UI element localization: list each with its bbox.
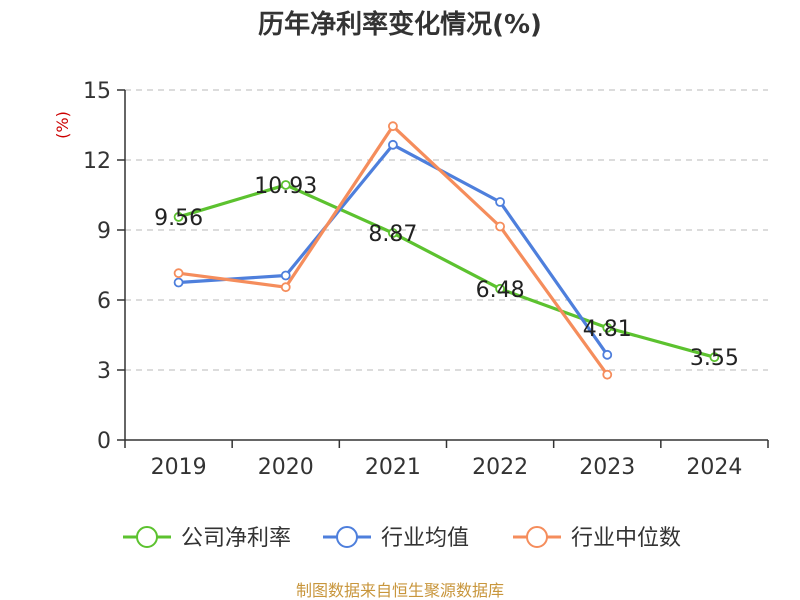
series-line-0 (178, 183, 715, 359)
legend-label: 公司净利率 (181, 526, 291, 551)
data-label: 8.87 (368, 222, 417, 247)
axes: 0 3 6 9 12 15 2019 2020 2021 2022 2023 2024 (83, 79, 769, 480)
series-line-2 (178, 124, 609, 376)
legend-item-0[interactable]: 公司净利率 (123, 526, 291, 551)
data-label: 6.48 (476, 278, 525, 303)
data-point (173, 268, 184, 279)
legend-marker (136, 526, 158, 548)
data-label: 3.55 (690, 346, 739, 371)
data-point (388, 139, 398, 150)
legend-label: 行业均值 (381, 526, 469, 551)
data-label: 10.93 (254, 174, 317, 199)
x-tick-label: 2020 (258, 455, 314, 480)
series-line-1 (178, 143, 609, 356)
x-tick-label: 2021 (365, 455, 421, 480)
y-tick-label: 9 (97, 219, 111, 244)
legend-label: 行业中位数 (571, 526, 681, 551)
data-point (173, 212, 184, 222)
data-point (709, 352, 720, 363)
legend-marker (336, 526, 358, 548)
x-tick-label: 2019 (151, 455, 207, 480)
y-tick-label: 6 (97, 289, 111, 314)
legend: 公司净利率 行业均值 行业中位数 (123, 526, 681, 551)
data-point (173, 277, 184, 288)
data-labels: 9.56 10.93 8.87 6.48 4.81 3.55 (154, 174, 739, 371)
data-point (495, 197, 505, 207)
data-point (388, 228, 398, 238)
x-tick-label: 2022 (472, 455, 528, 480)
gridlines (125, 89, 768, 371)
data-point (280, 180, 291, 190)
data-point (280, 270, 291, 281)
data-point (602, 349, 613, 360)
legend-item-1[interactable]: 行业均值 (323, 526, 469, 551)
chart-title: 历年净利率变化情况(%) (258, 9, 542, 40)
x-tick-label: 2024 (686, 455, 742, 480)
y-tick-label: 15 (83, 79, 111, 104)
y-tick-label: 0 (97, 429, 111, 454)
x-tick-label: 2023 (579, 455, 635, 480)
data-point (602, 322, 613, 333)
data-point (280, 282, 291, 293)
y-tick-label: 3 (97, 359, 111, 384)
legend-marker (526, 526, 548, 548)
source-note: 制图数据来自恒生聚源数据库 (296, 581, 504, 600)
data-point (495, 221, 505, 232)
series-lines (173, 121, 720, 380)
legend-item-2[interactable]: 行业中位数 (513, 526, 681, 551)
data-point (602, 369, 613, 380)
data-label: 4.81 (583, 317, 632, 342)
data-point (495, 283, 505, 294)
y-tick-label: 12 (83, 149, 111, 174)
data-label: 9.56 (154, 206, 203, 231)
y-axis-label: (%) (53, 111, 72, 139)
data-point (388, 121, 398, 132)
